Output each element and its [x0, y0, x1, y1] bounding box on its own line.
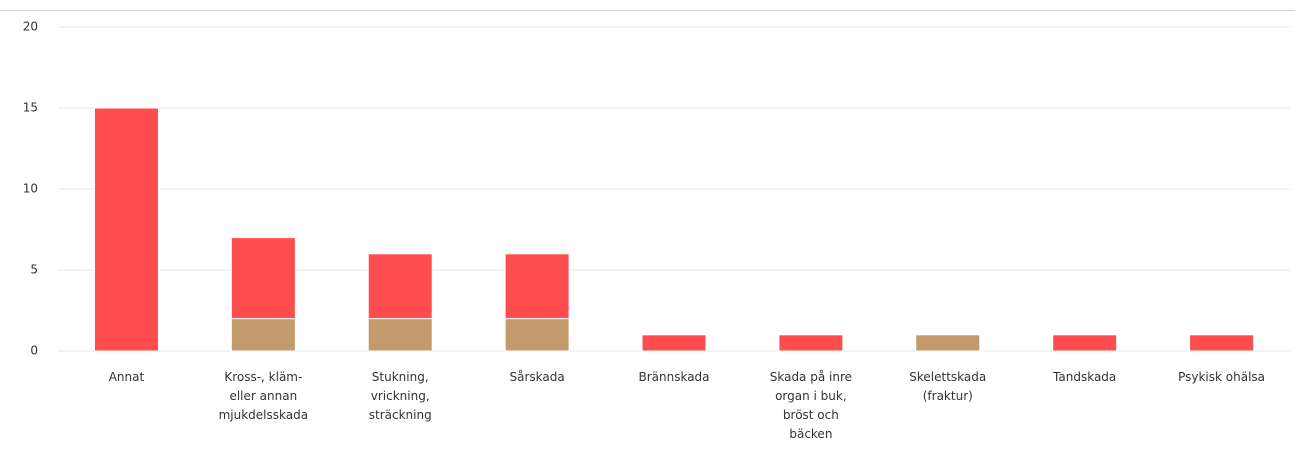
- x-tick-label: Sårskada: [510, 370, 565, 384]
- y-tick-label: 0: [30, 344, 38, 358]
- bar-segment: [93, 107, 159, 352]
- bar-segment: [230, 318, 296, 352]
- x-tick-label: Tandskada: [1052, 370, 1116, 384]
- bar-segment: [504, 253, 570, 320]
- x-tick-label: Annat: [109, 370, 145, 384]
- x-tick-label: Stukning, vrickning, sträckning: [369, 370, 432, 422]
- x-tick-label: Psykisk ohälsa: [1178, 370, 1265, 384]
- bar-segment: [1189, 334, 1255, 352]
- bar-segment: [230, 237, 296, 320]
- bar-segment: [1052, 334, 1118, 352]
- x-tick-label: Skada på inre organ i buk, bröst och bäcken: [770, 370, 852, 441]
- bar-segment: [367, 318, 433, 352]
- bar-segment: [367, 253, 433, 320]
- bar-segment: [915, 334, 981, 352]
- y-tick-label: 5: [30, 263, 38, 277]
- y-tick-label: 10: [23, 182, 38, 196]
- x-tick-label: Kross-, kläm-eller annan mjukdelsskada: [219, 370, 308, 422]
- bar-segment: [641, 334, 707, 352]
- x-tick-label: Skelettskada (fraktur): [909, 370, 986, 403]
- x-tick-label: Brännskada: [638, 370, 709, 384]
- bar-segment: [504, 318, 570, 352]
- y-tick-label: 20: [23, 20, 38, 34]
- y-tick-label: 15: [23, 101, 38, 115]
- bar-segment: [778, 334, 844, 352]
